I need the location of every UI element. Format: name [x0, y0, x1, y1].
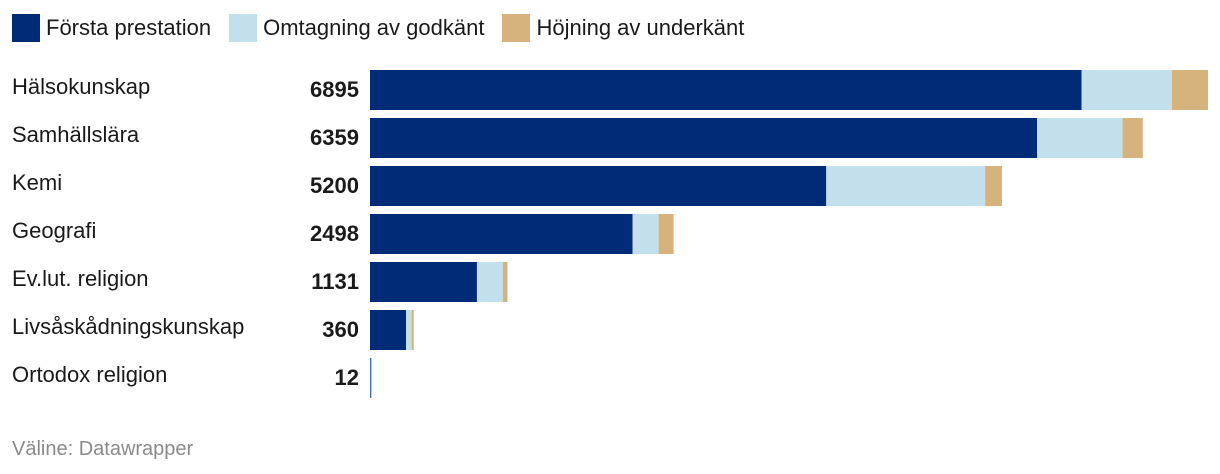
bar-segment-hojning-av-underkant — [1122, 118, 1143, 158]
legend-item-forsta-prestation: Första prestation — [12, 14, 211, 42]
total-value-label: 12 — [335, 365, 359, 390]
source-note: Väline: Datawrapper — [12, 438, 194, 460]
total-value-label: 5200 — [310, 173, 359, 198]
bar-row-ortodox-religion: Ortodox religion 12 — [12, 358, 372, 398]
bar-row-halsokunskap: Hälsokunskap 6895 — [12, 70, 1208, 110]
bar-row-kemi: Kemi 5200 — [12, 166, 1002, 206]
bar-chart: Hälsokunskap 6895 Samhällslära 6359 Kemi 5200… — [12, 70, 1208, 398]
bar-segment-omtagning-av-godkant — [1037, 118, 1123, 158]
category-label: Ev.lut. religion — [12, 266, 149, 291]
bar-row-geografi: Geografi 2498 — [12, 214, 674, 254]
category-label: Livsåskådningskunskap — [12, 314, 244, 339]
category-label: Geografi — [12, 218, 96, 243]
legend-label: Höjning av underkänt — [536, 15, 745, 40]
bar-segment-omtagning-av-godkant — [476, 262, 503, 302]
total-value-label: 2498 — [310, 221, 359, 246]
bar-segment-omtagning-av-godkant — [632, 214, 659, 254]
total-value-label: 6895 — [310, 77, 359, 102]
bar-row-ev-lut-religion: Ev.lut. religion 1131 — [12, 262, 508, 302]
bar-segment-forsta-prestation — [370, 358, 371, 398]
legend-item-omtagning: Omtagning av godkänt — [229, 14, 484, 42]
legend-item-hojning: Höjning av underkänt — [502, 14, 744, 42]
legend-label: Första prestation — [46, 15, 212, 40]
bar-segment-hojning-av-underkant — [658, 214, 674, 254]
total-value-label: 1131 — [311, 269, 359, 294]
bar-segment-omtagning-av-godkant — [826, 166, 986, 206]
legend-swatch-hojning — [502, 14, 531, 42]
bar-segment-hojning-av-underkant — [371, 358, 372, 398]
bar-segment-forsta-prestation — [370, 262, 477, 302]
bar-segment-hojning-av-underkant — [502, 262, 508, 302]
bar-segment-forsta-prestation — [370, 310, 407, 350]
bar-segment-omtagning-av-godkant — [1081, 70, 1173, 110]
bar-segment-forsta-prestation — [370, 118, 1038, 158]
category-label: Kemi — [12, 170, 62, 195]
category-label: Samhällslära — [12, 122, 140, 147]
total-value-label: 360 — [322, 317, 359, 342]
bar-segment-hojning-av-underkant — [1172, 70, 1208, 110]
bar-row-samhallslara: Samhällslära 6359 — [12, 118, 1143, 158]
bar-segment-forsta-prestation — [370, 70, 1082, 110]
chart-legend: Första prestation Omtagning av godkänt H… — [12, 12, 762, 44]
bar-row-livsaskadningskunskap: Livsåskådningskunskap 360 — [12, 310, 414, 350]
total-value-label: 6359 — [310, 125, 359, 150]
bar-segment-omtagning-av-godkant — [406, 310, 412, 350]
bar-segment-hojning-av-underkant — [411, 310, 414, 350]
bar-segment-forsta-prestation — [370, 214, 633, 254]
category-label: Ortodox religion — [12, 362, 167, 387]
legend-swatch-forsta-prestation — [12, 14, 40, 42]
category-label: Hälsokunskap — [12, 74, 150, 99]
bar-segment-hojning-av-underkant — [985, 166, 1002, 206]
legend-swatch-omtagning — [229, 14, 258, 42]
legend-label: Omtagning av godkänt — [263, 15, 485, 40]
bar-segment-forsta-prestation — [370, 166, 827, 206]
